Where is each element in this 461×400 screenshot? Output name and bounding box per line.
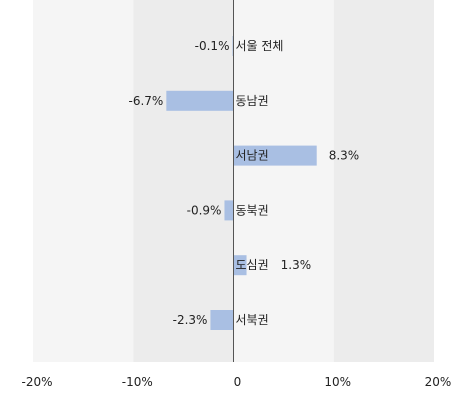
bar: [233, 145, 317, 166]
value-label: -0.1%: [195, 39, 230, 53]
value-label: -0.9%: [187, 203, 222, 217]
value-label: 8.3%: [329, 149, 360, 163]
value-label: -2.3%: [173, 313, 208, 327]
value-labels: -0.1% -6.7% 8.3% -0.9% 1.3% -2.3%: [129, 39, 360, 327]
background-bands: [33, 0, 434, 362]
background-band: [233, 0, 334, 362]
value-label: 1.3%: [281, 258, 312, 272]
category-label: 동북권: [236, 203, 269, 217]
x-tick-label: 0: [234, 375, 242, 389]
bars: [166, 36, 317, 330]
bar: [166, 90, 234, 111]
x-tick-label: 10%: [324, 375, 351, 389]
value-label: -6.7%: [129, 94, 164, 108]
bar: [232, 36, 234, 56]
x-tick-label: -20%: [21, 375, 52, 389]
bar: [210, 310, 234, 330]
background-band: [33, 0, 134, 362]
x-tick-label: 20%: [425, 375, 452, 389]
x-tick-labels: -20% -10% 0 10% 20%: [21, 375, 451, 389]
category-label: 동남권: [236, 94, 269, 108]
bar: [233, 255, 247, 276]
background-band: [333, 0, 434, 362]
background-band: [133, 0, 234, 362]
category-label: 서북권: [236, 313, 269, 327]
x-tick-label: -10%: [122, 375, 153, 389]
category-label: 서울 전체: [236, 39, 284, 53]
category-label: 도심권: [236, 258, 269, 272]
bar: [224, 200, 234, 221]
category-label: 서남권: [236, 149, 269, 163]
